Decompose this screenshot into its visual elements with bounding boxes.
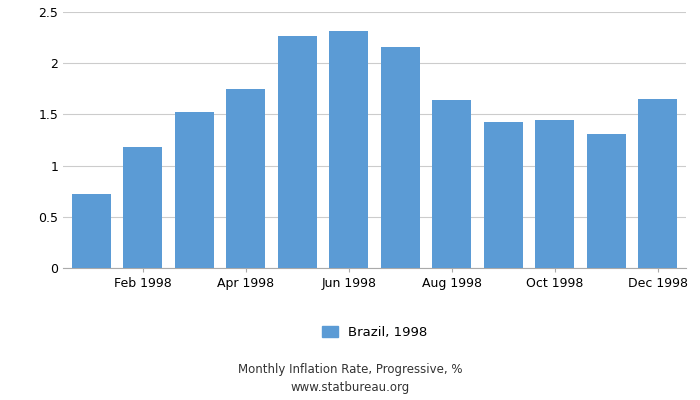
Bar <box>175 112 214 268</box>
Bar <box>278 36 316 268</box>
Bar <box>587 134 626 268</box>
Text: Monthly Inflation Rate, Progressive, %: Monthly Inflation Rate, Progressive, % <box>238 364 462 376</box>
Legend: Brazil, 1998: Brazil, 1998 <box>316 321 433 344</box>
Bar <box>433 100 471 268</box>
Bar <box>123 147 162 268</box>
Bar <box>638 99 677 268</box>
Bar <box>381 47 419 268</box>
Bar <box>484 122 522 268</box>
Bar <box>536 120 574 268</box>
Bar <box>330 32 368 268</box>
Bar <box>72 194 111 268</box>
Bar <box>227 89 265 268</box>
Text: www.statbureau.org: www.statbureau.org <box>290 382 410 394</box>
